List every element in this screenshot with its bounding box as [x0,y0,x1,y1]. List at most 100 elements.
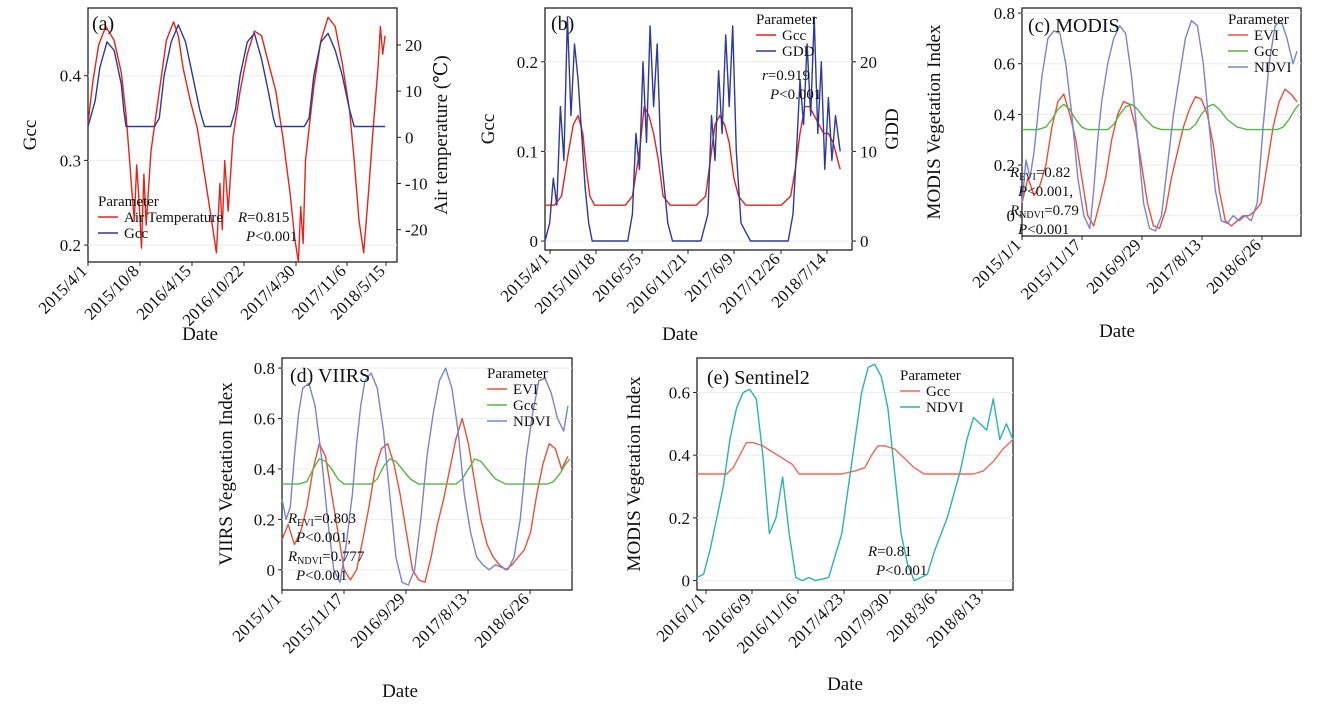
y-axis-label: MODIS Vegetation Index [624,376,645,571]
stat-line: P<0.001 [769,87,821,103]
y-axis-label: Gcc [20,120,41,151]
legend-entry: Gcc [1254,44,1278,60]
panel-b: 00.10.2010202015/4/12015/10/182016/5/520… [478,7,903,318]
series-line-gdd [544,16,841,242]
legend-entry: NDVI [513,414,551,430]
y-tick-label: 0.4 [254,460,276,479]
y2-tick-label: 0 [405,128,414,147]
y-tick-label: 0.6 [254,410,275,429]
stat-line: R=0.81 [867,544,912,560]
y-tick-label: 0.1 [517,142,538,161]
y-tick-label: 0.2 [669,509,690,528]
y-tick-label: 0.3 [60,151,81,170]
panel-c: 0 0.2 0.4 0.6 0.8 2015/1/12015/11/172016/9/29… [924,4,1302,303]
panel-label: (c) MODIS [1028,15,1120,37]
y-tick-label: 0 [530,232,539,251]
stats-annotation: R=0.815 P<0.001 [237,210,297,245]
x-axis-label: Date [1099,321,1135,342]
y-tick-label: 0.8 [994,4,1015,23]
panel-label: (a) [92,13,114,35]
stat-line: REVI=0.803 [287,511,356,529]
stat-line: REVI=0.82 [1009,165,1071,183]
legend-entry: Gcc [926,384,950,400]
legend-entry: EVI [513,382,538,398]
stat-line: P<0.001, [1017,184,1073,200]
y2-tick-label: 20 [405,36,422,55]
x-tick-label: 2017/8/13 [1143,235,1205,297]
y2-tick-label: -20 [405,221,428,240]
series-line-gcc [87,24,386,128]
legend-entry: Gcc [124,226,148,242]
y-axis-label: VIIRS Vegetation Index [216,382,237,566]
y2-axis-label: GDD [882,108,903,149]
y2-tick-label: -10 [405,174,428,193]
x-tick-label: 2017/8/13 [409,589,471,651]
y-tick-label: 0.2 [994,156,1015,175]
legend-title: Parameter [900,368,961,384]
legend-entry: Gcc [782,28,806,44]
stat-line: r=0.919 [762,68,810,84]
series-line-ndvi [1021,20,1298,232]
y-tick-label: 0.4 [60,67,82,86]
x-tick-label: 2015/1/1 [229,589,285,645]
legend-title: Parameter [487,366,548,382]
x-axis-label: Date [182,324,218,345]
y-tick-label: 0.2 [254,510,275,529]
panel-label: (e) Sentinel2 [707,367,810,389]
y-tick-label: 0.4 [669,446,691,465]
x-tick-label: 2017/4/30 [237,261,299,323]
stat-line: P<0.001 [245,229,297,245]
legend-entry: Air Temperature [124,210,223,226]
x-tick-label: 2016/9/29 [1083,235,1145,297]
x-tick-label: 2016/9/29 [347,589,409,651]
legend-entry: EVI [1254,28,1279,44]
x-axis-label: Date [662,324,698,345]
y-tick-label: 0 [682,572,691,591]
series-line-gcc [1022,103,1300,131]
stats-annotation: R=0.81 P<0.001 [867,544,927,579]
x-tick-label: 2015/1/1 [969,235,1025,291]
y-axis-label: Gcc [478,114,499,145]
legend-entry: NDVI [926,400,964,416]
y2-axis-label: Air temperature (℃) [431,55,452,214]
y-tick-label: 0 [1007,207,1016,226]
stats-annotation: r=0.919 P<0.001 [762,68,821,103]
legend-entry: GDD [782,44,815,60]
legend-entry: Gcc [513,398,537,414]
stat-line: RNDVI=0.79 [1009,203,1079,221]
stats-annotation: REVI=0.82P<0.001, RNDVI=0.79P<0.001 [1009,165,1079,238]
y-tick-label: 0.6 [994,55,1015,74]
panel-label: (b) [551,13,574,35]
y-tick-label: 0.2 [517,53,538,72]
y-tick-label: 0.8 [254,359,275,378]
legend-title: Parameter [756,12,817,28]
y-axis-label: MODIS Vegetation Index [924,24,945,219]
panel-label: (d) VIIRS [290,365,370,387]
y-tick-label: 0 [267,561,276,580]
legend-entry: NDVI [1254,60,1292,76]
y2-tick-label: 20 [860,53,877,72]
x-tick-label: 2016/1/1 [653,589,709,645]
legend-title: Parameter [1228,12,1289,28]
y-tick-label: 0.2 [60,236,81,255]
x-tick-label: 2015/10/8 [81,261,143,323]
series-line-air-temperature [87,16,386,263]
series-line-ndvi [696,363,1014,582]
x-axis-label: Date [827,674,863,695]
stat-line: P<0.001 [295,568,347,584]
series-line-gcc [697,438,1014,475]
panel-a: 0.20.30.4-20-10010202015/4/12015/10/8201… [20,7,452,330]
stat-line: R=0.815 [237,210,289,226]
x-axis-label: Date [382,681,418,702]
plot-frame [1021,7,1302,237]
x-tick-label: 2015/11/17 [279,589,347,657]
y2-tick-label: 10 [405,82,422,101]
